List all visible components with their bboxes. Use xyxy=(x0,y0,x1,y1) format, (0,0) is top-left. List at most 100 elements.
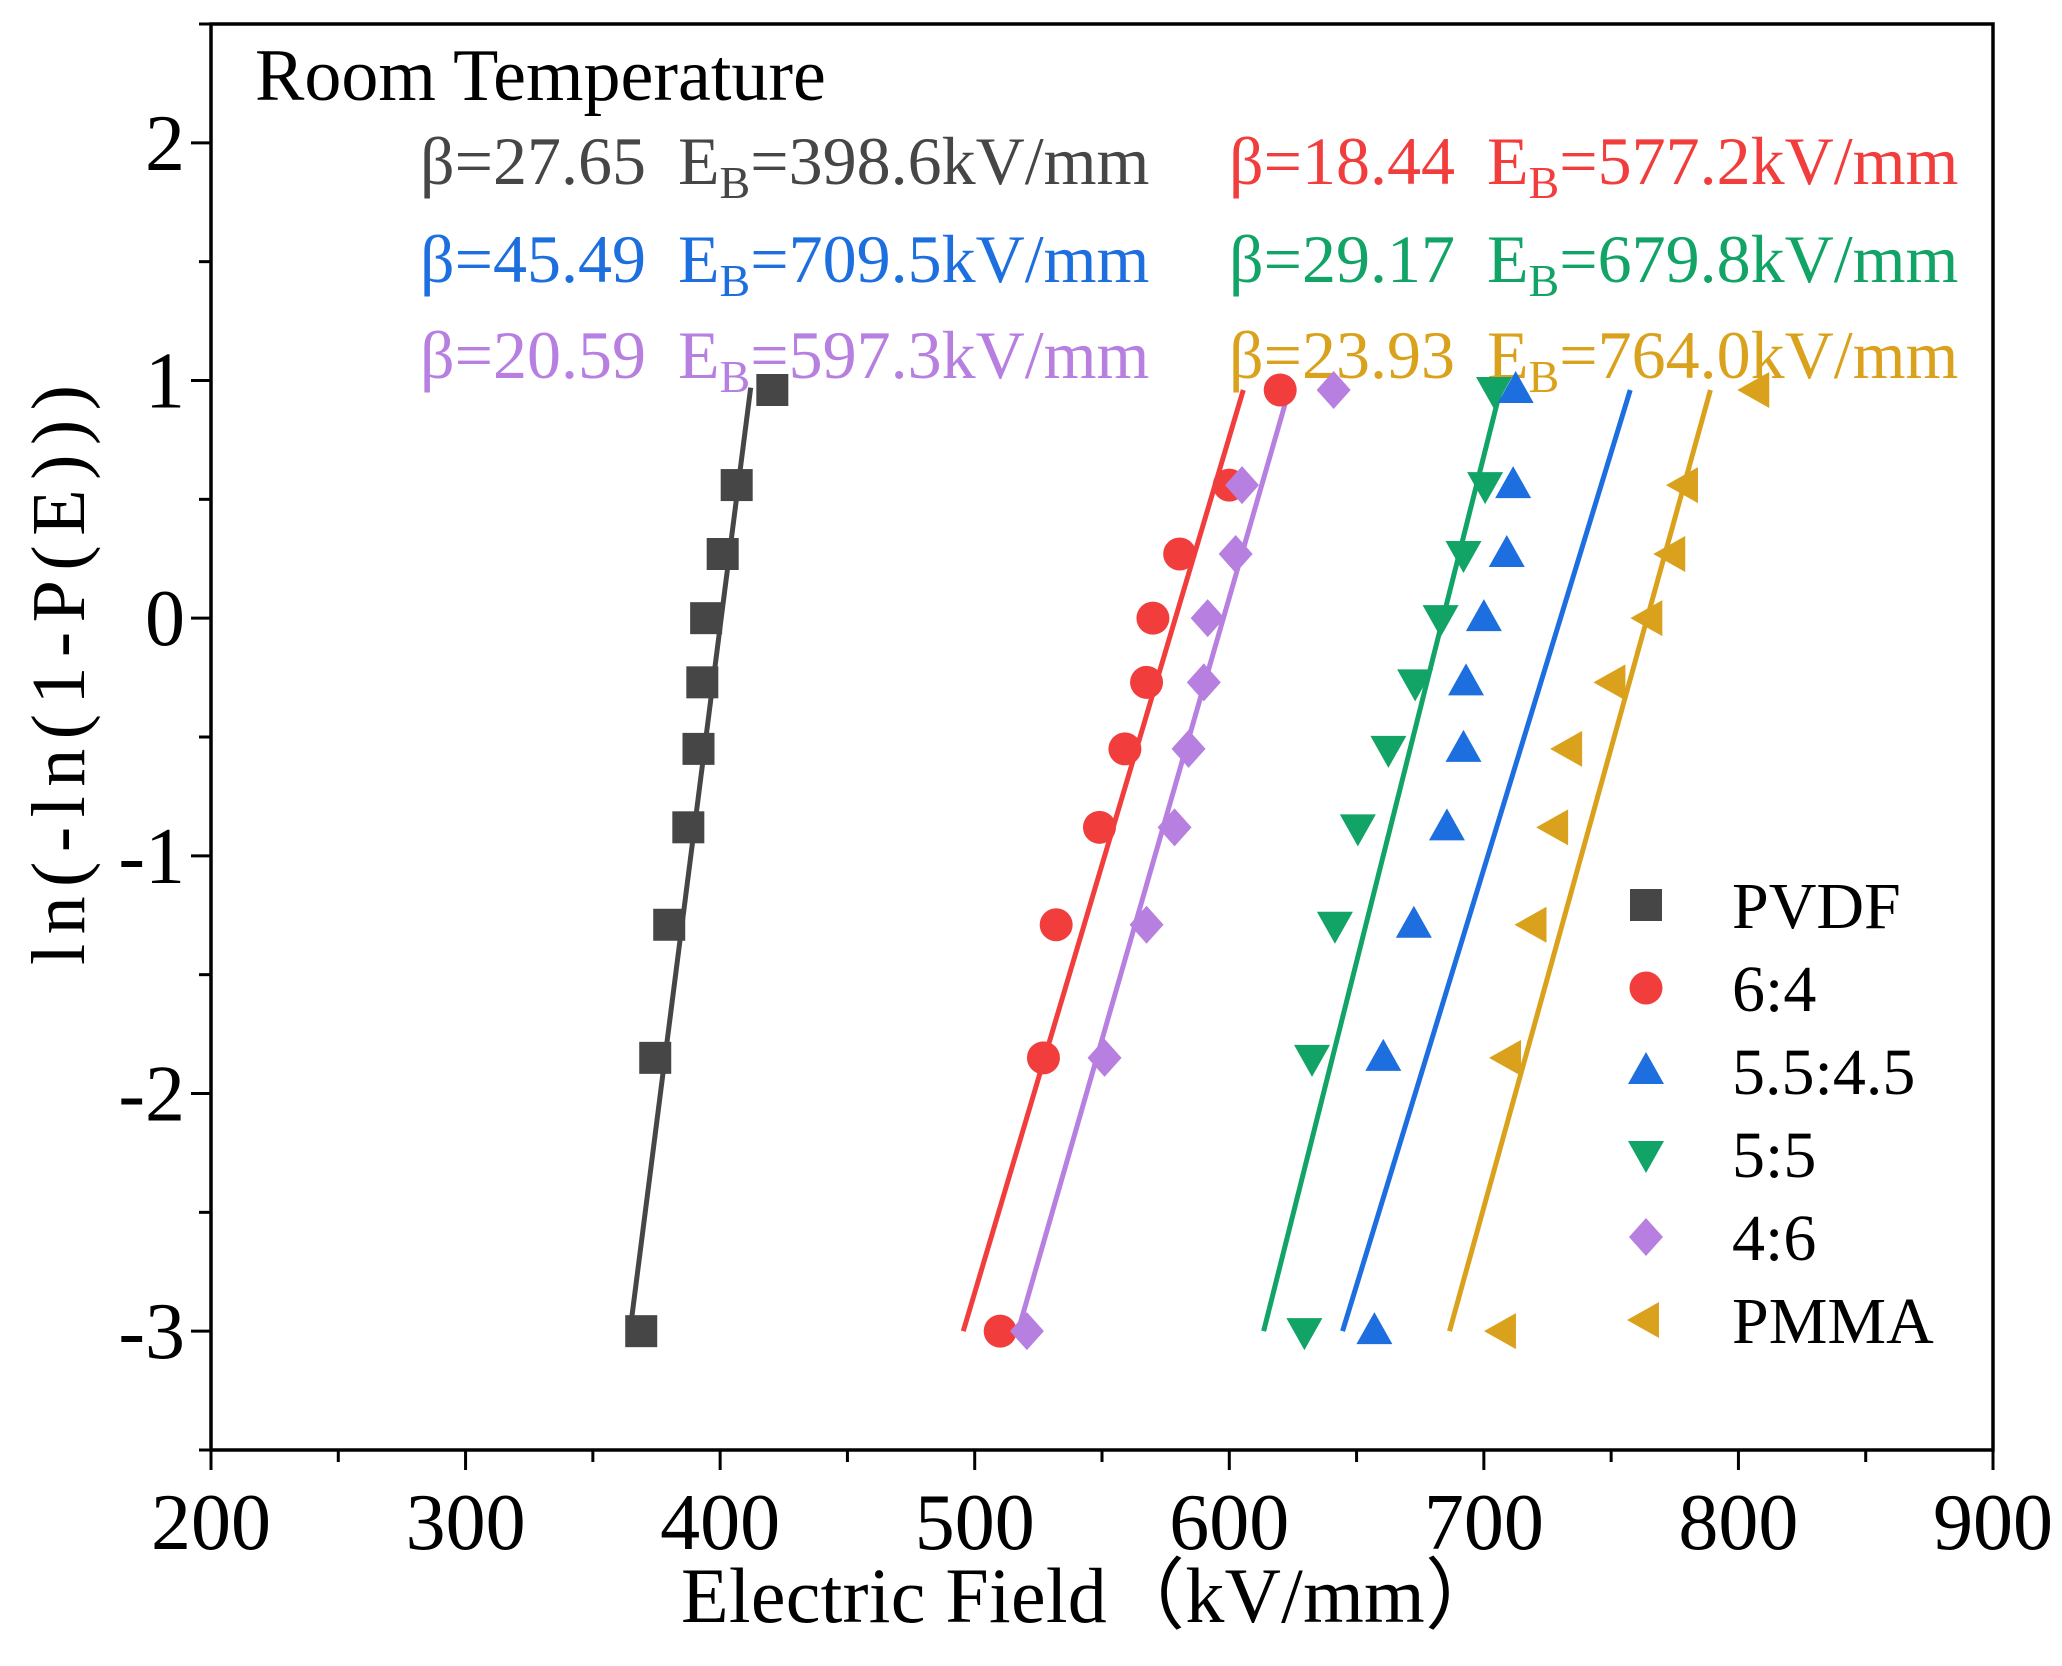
x-tick-label: 500 xyxy=(915,1479,1035,1567)
data-point-5-5 xyxy=(1397,669,1434,702)
data-point-4-6 xyxy=(1129,905,1164,944)
fit-annotation-5-5: β=29.17 EB=679.8kV/mm xyxy=(1229,221,1958,306)
x-tick-label: 800 xyxy=(1678,1479,1798,1567)
data-point-6-4 xyxy=(1163,537,1197,571)
legend-label-6-4: 6:4 xyxy=(1732,953,1816,1026)
data-point-5-5 xyxy=(1286,1318,1323,1351)
weibull-shape-parameter: β=29.17 xyxy=(1229,221,1455,297)
y-tick-label: 1 xyxy=(145,338,185,426)
x-tick-label: 900 xyxy=(1933,1479,2053,1567)
y-tick-label: 2 xyxy=(145,100,185,188)
data-point-5-5-4-5 xyxy=(1428,808,1465,841)
breakdown-strength-subscript: B xyxy=(1529,351,1560,402)
data-point-pmma xyxy=(1489,1039,1522,1076)
breakdown-strength-subscript: B xyxy=(720,351,751,402)
data-point-pmma xyxy=(1630,600,1663,637)
data-point-pmma xyxy=(1514,906,1547,943)
data-point-5-5-4-5 xyxy=(1488,534,1525,567)
legend-marker-5-5 xyxy=(1628,1141,1664,1173)
legend-marker-6-4 xyxy=(1629,971,1663,1005)
legend-label-pmma: PMMA xyxy=(1732,1285,1934,1358)
data-point-6-4 xyxy=(1082,810,1116,844)
breakdown-strength-symbol: E xyxy=(678,221,720,297)
data-point-pmma xyxy=(1550,730,1583,767)
x-tick-label: 200 xyxy=(151,1479,271,1567)
y-tick-label: -3 xyxy=(118,1288,185,1376)
data-point-5-5 xyxy=(1422,605,1459,638)
data-point-6-4 xyxy=(1130,665,1164,699)
axis-ticks: 200 300 400 500 600 700 800 900 -3 -2 -1 0 1 2 xyxy=(118,22,2053,1567)
data-point-5-5-4-5 xyxy=(1497,371,1534,404)
data-point-4-6 xyxy=(1087,1038,1122,1077)
data-point-6-4 xyxy=(1026,1041,1060,1075)
data-point-4-6 xyxy=(1316,371,1351,410)
data-point-6-4 xyxy=(1136,601,1170,635)
data-point-5-5-4-5 xyxy=(1465,599,1502,632)
legend-marker-5-5-4-5 xyxy=(1628,1052,1664,1084)
breakdown-strength-subscript: B xyxy=(720,255,751,306)
weibull-shape-parameter: β=20.59 xyxy=(420,317,646,393)
data-point-5-5 xyxy=(1476,377,1513,410)
x-axis-label: Electric Field（kV/mm） xyxy=(681,1552,1503,1639)
y-tick-label: -2 xyxy=(118,1051,185,1139)
breakdown-strength-value: =597.3kV/mm xyxy=(750,317,1149,393)
x-tick-label: 400 xyxy=(660,1479,780,1567)
fit-line-6-4 xyxy=(960,389,1246,1332)
fit-annotation-6-4: β=18.44 EB=577.2kV/mm xyxy=(1229,123,1958,208)
data-point-4-6 xyxy=(1225,466,1260,505)
data-point-pmma xyxy=(1536,809,1569,846)
data-point-6-4 xyxy=(1039,908,1073,942)
data-point-4-6 xyxy=(1171,729,1206,768)
data-point-pvdf xyxy=(756,374,789,407)
y-tick-label: -1 xyxy=(118,813,185,901)
breakdown-strength-symbol: E xyxy=(1487,221,1529,297)
data-point-5-5-4-5 xyxy=(1365,1038,1402,1071)
legend-marker-4-6 xyxy=(1629,1218,1663,1256)
data-point-pvdf xyxy=(720,469,753,502)
data-point-pvdf xyxy=(639,1041,672,1074)
data-point-6-4 xyxy=(1263,373,1297,407)
data-point-5-5 xyxy=(1445,540,1482,573)
breakdown-strength-subscript: B xyxy=(1529,157,1560,208)
x-tick-label: 300 xyxy=(406,1479,526,1567)
data-point-5-5 xyxy=(1294,1044,1331,1077)
data-point-4-6 xyxy=(1186,663,1221,702)
data-point-4-6 xyxy=(1157,808,1192,847)
data-point-4-6 xyxy=(1009,1312,1044,1351)
data-point-5-5 xyxy=(1316,911,1353,944)
breakdown-strength-symbol: E xyxy=(678,317,720,393)
legend-label-pvdf: PVDF xyxy=(1732,870,1901,943)
weibull-shape-parameter: β=45.49 xyxy=(420,221,646,297)
data-point-pmma xyxy=(1665,467,1698,504)
data-point-5-5-4-5 xyxy=(1448,663,1485,696)
legend-item-5-5-4-5: 5.5:4.5 xyxy=(1628,1036,1915,1109)
data-point-6-4 xyxy=(1108,732,1142,766)
data-point-pvdf xyxy=(686,666,719,699)
legend: PVDF 6:4 5.5:4.5 5:5 4:6 PMMA xyxy=(1627,870,1934,1358)
data-point-pvdf xyxy=(672,811,705,844)
data-point-5-5 xyxy=(1339,814,1376,847)
fit-annotation-pvdf: β=27.65 EB=398.6kV/mm xyxy=(420,123,1149,208)
y-axis-label: ln(-ln(1-P(E))) xyxy=(17,385,101,965)
data-point-pvdf xyxy=(625,1315,658,1348)
breakdown-strength-value: =577.2kV/mm xyxy=(1559,123,1958,199)
data-point-6-4 xyxy=(983,1314,1017,1348)
chart-title: Room Temperature xyxy=(255,35,826,117)
data-point-pvdf xyxy=(706,537,739,570)
breakdown-strength-value: =398.6kV/mm xyxy=(750,123,1149,199)
data-point-4-6 xyxy=(1218,534,1253,573)
legend-item-6-4: 6:4 xyxy=(1629,953,1816,1026)
breakdown-strength-value: =679.8kV/mm xyxy=(1559,221,1958,297)
breakdown-strength-value: =709.5kV/mm xyxy=(750,221,1149,297)
data-point-pvdf xyxy=(682,732,715,765)
data-points xyxy=(625,371,1770,1351)
weibull-shape-parameter: β=27.65 xyxy=(420,123,646,199)
legend-label-5-5-4-5: 5.5:4.5 xyxy=(1732,1036,1915,1109)
data-point-pmma xyxy=(1653,535,1686,572)
data-point-pvdf xyxy=(653,908,686,941)
data-point-pmma xyxy=(1593,664,1626,701)
data-point-pvdf xyxy=(690,602,723,635)
data-point-5-5-4-5 xyxy=(1356,1312,1393,1345)
x-tick-label: 700 xyxy=(1424,1479,1544,1567)
